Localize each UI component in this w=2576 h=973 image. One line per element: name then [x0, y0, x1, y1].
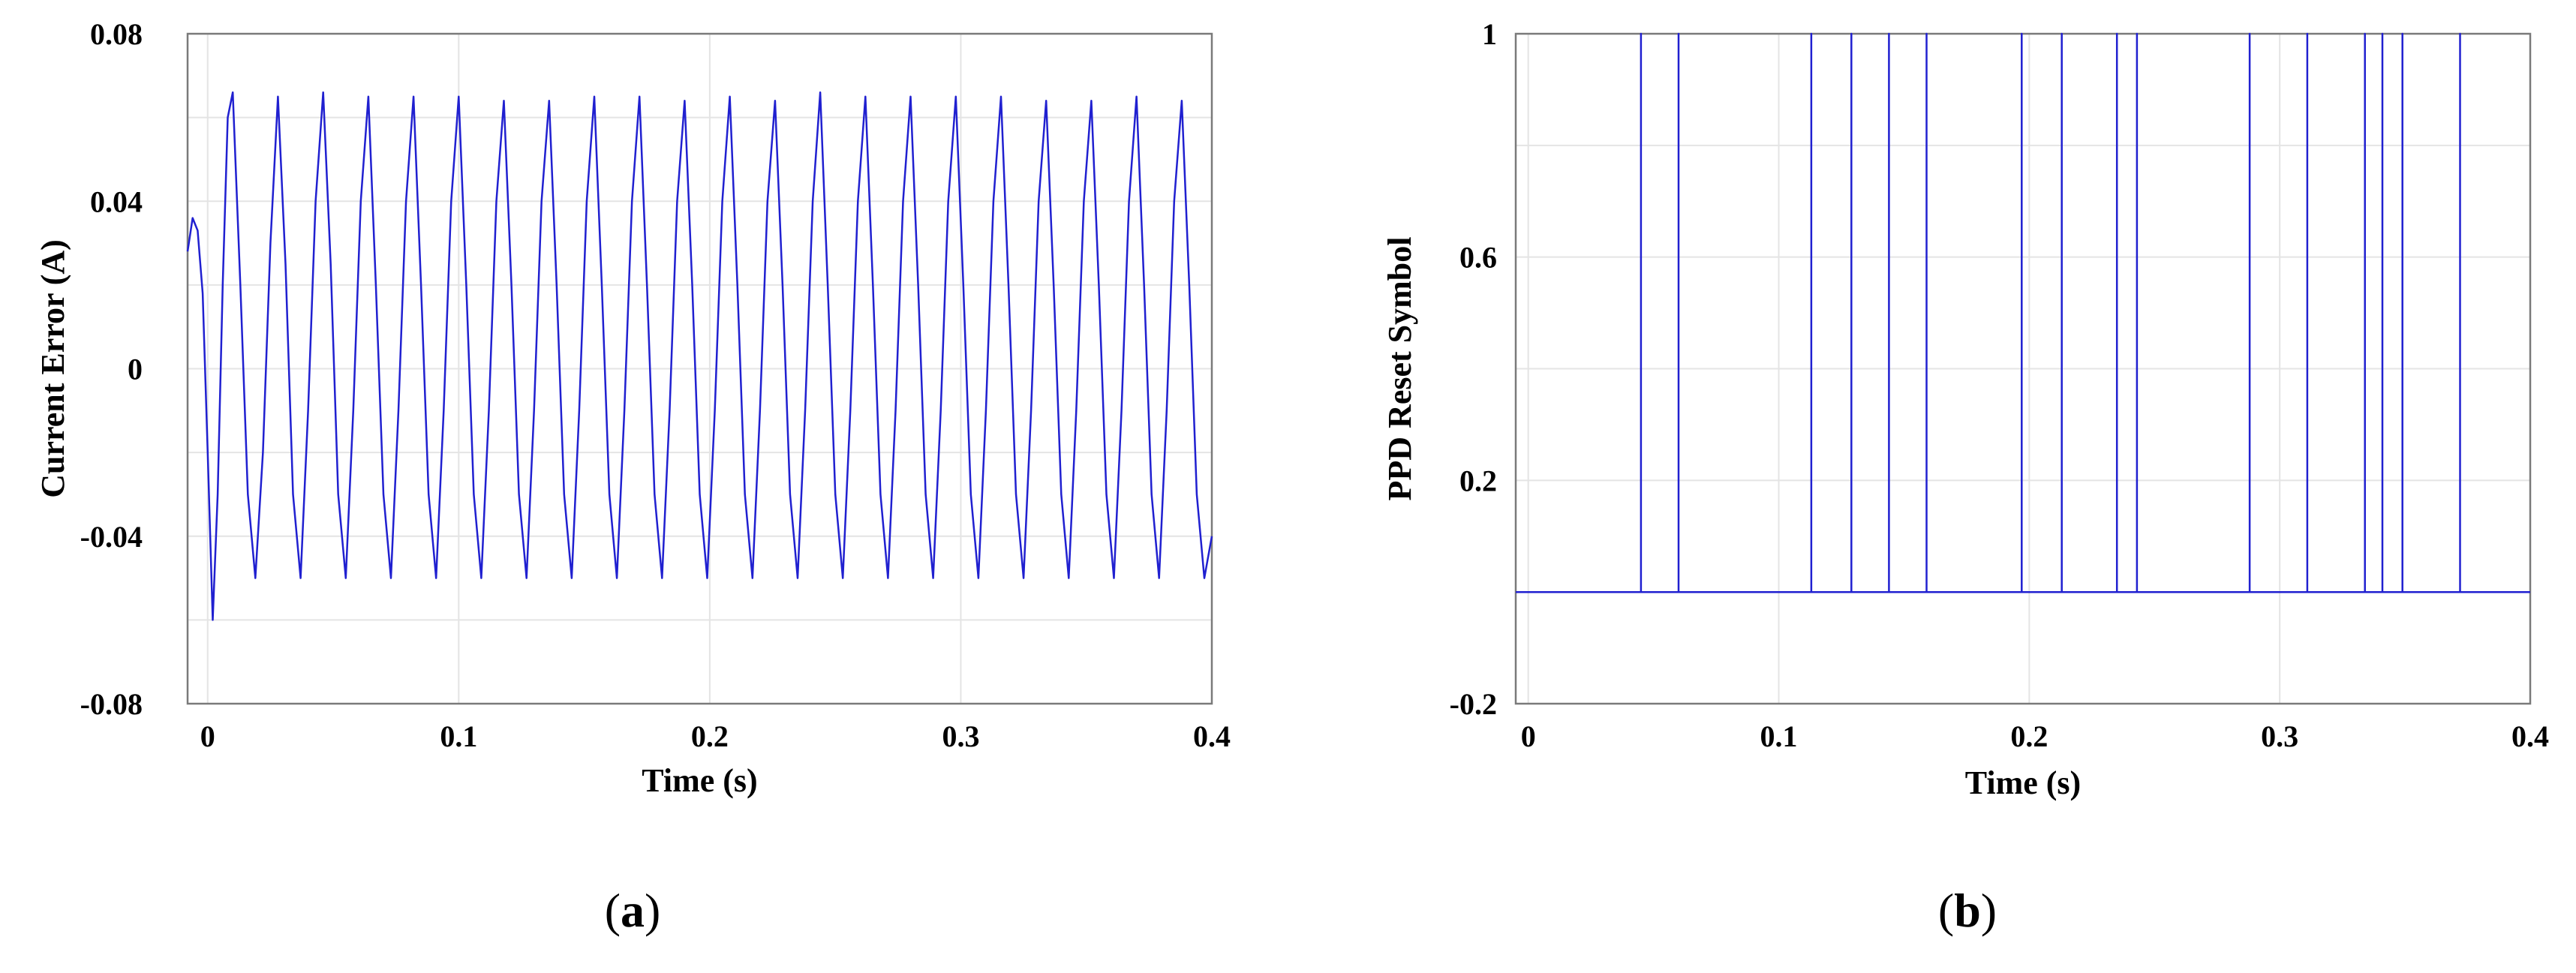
- caption-b: (b): [1938, 884, 1997, 937]
- chart-b-xlabel: Time (s): [1965, 764, 2081, 801]
- caption-a-letter: a: [621, 884, 645, 937]
- chart-a-ytick-label-3: 0.04: [90, 185, 143, 218]
- chart-a-grid: [188, 33, 1213, 704]
- chart-a-xtick-label-0: 0: [200, 719, 215, 753]
- chart-b-series-line-0: [1516, 32, 2530, 593]
- chart-a-plot-frame: [186, 32, 1213, 705]
- chart-b-plot-frame: [1514, 32, 2532, 705]
- chart-b-xtick-label-1: 0.1: [1760, 719, 1798, 753]
- chart-b-xtick-label-4: 0.4: [2511, 719, 2549, 753]
- chart-a-series-line-0: [186, 91, 1213, 621]
- chart-a-ylabel: Current Error (A): [35, 239, 71, 498]
- chart-b-ytick-label-1: 0.2: [1459, 464, 1497, 497]
- chart-a-xtick-label-1: 0.1: [440, 719, 477, 753]
- chart-a-xtick-label-4: 0.4: [1193, 719, 1231, 753]
- chart-b-xtick-label-0: 0: [1521, 719, 1536, 753]
- chart-b-xtick-label-3: 0.3: [2261, 719, 2298, 753]
- chart-b-ytick-label-0: -0.2: [1450, 687, 1497, 721]
- chart-b-ytick-label-2: 0.6: [1459, 241, 1497, 275]
- chart-b-ylabel: PPD Reset Symbol: [1381, 237, 1418, 501]
- chart-a-xtick-label-2: 0.2: [691, 719, 729, 753]
- chart-a: 0 0.1 0.2 0.3 0.4 -0.08 -0.04 0 0.04 0.08 Time (s)…: [35, 17, 1231, 799]
- caption-b-letter: b: [1954, 884, 1981, 937]
- chart-a-ytick-label-4: 0.08: [90, 17, 143, 51]
- chart-a-ytick-label-2: 0: [128, 353, 143, 386]
- chart-a-ytick-label-0: -0.08: [80, 687, 143, 721]
- caption-a: (a): [605, 884, 661, 937]
- chart-b-ytick-label-3: 1: [1482, 17, 1497, 51]
- chart-b-grid: [1516, 33, 2531, 704]
- chart-a-ytick-label-1: -0.04: [80, 520, 143, 554]
- chart-b: 0 0.1 0.2 0.3 0.4 -0.2 0.2 0.6 1 Time (s) PPD Rese…: [1381, 17, 2549, 801]
- chart-b-xtick-label-2: 0.2: [2010, 719, 2048, 753]
- chart-a-xlabel: Time (s): [642, 762, 757, 799]
- chart-a-xtick-label-3: 0.3: [942, 719, 979, 753]
